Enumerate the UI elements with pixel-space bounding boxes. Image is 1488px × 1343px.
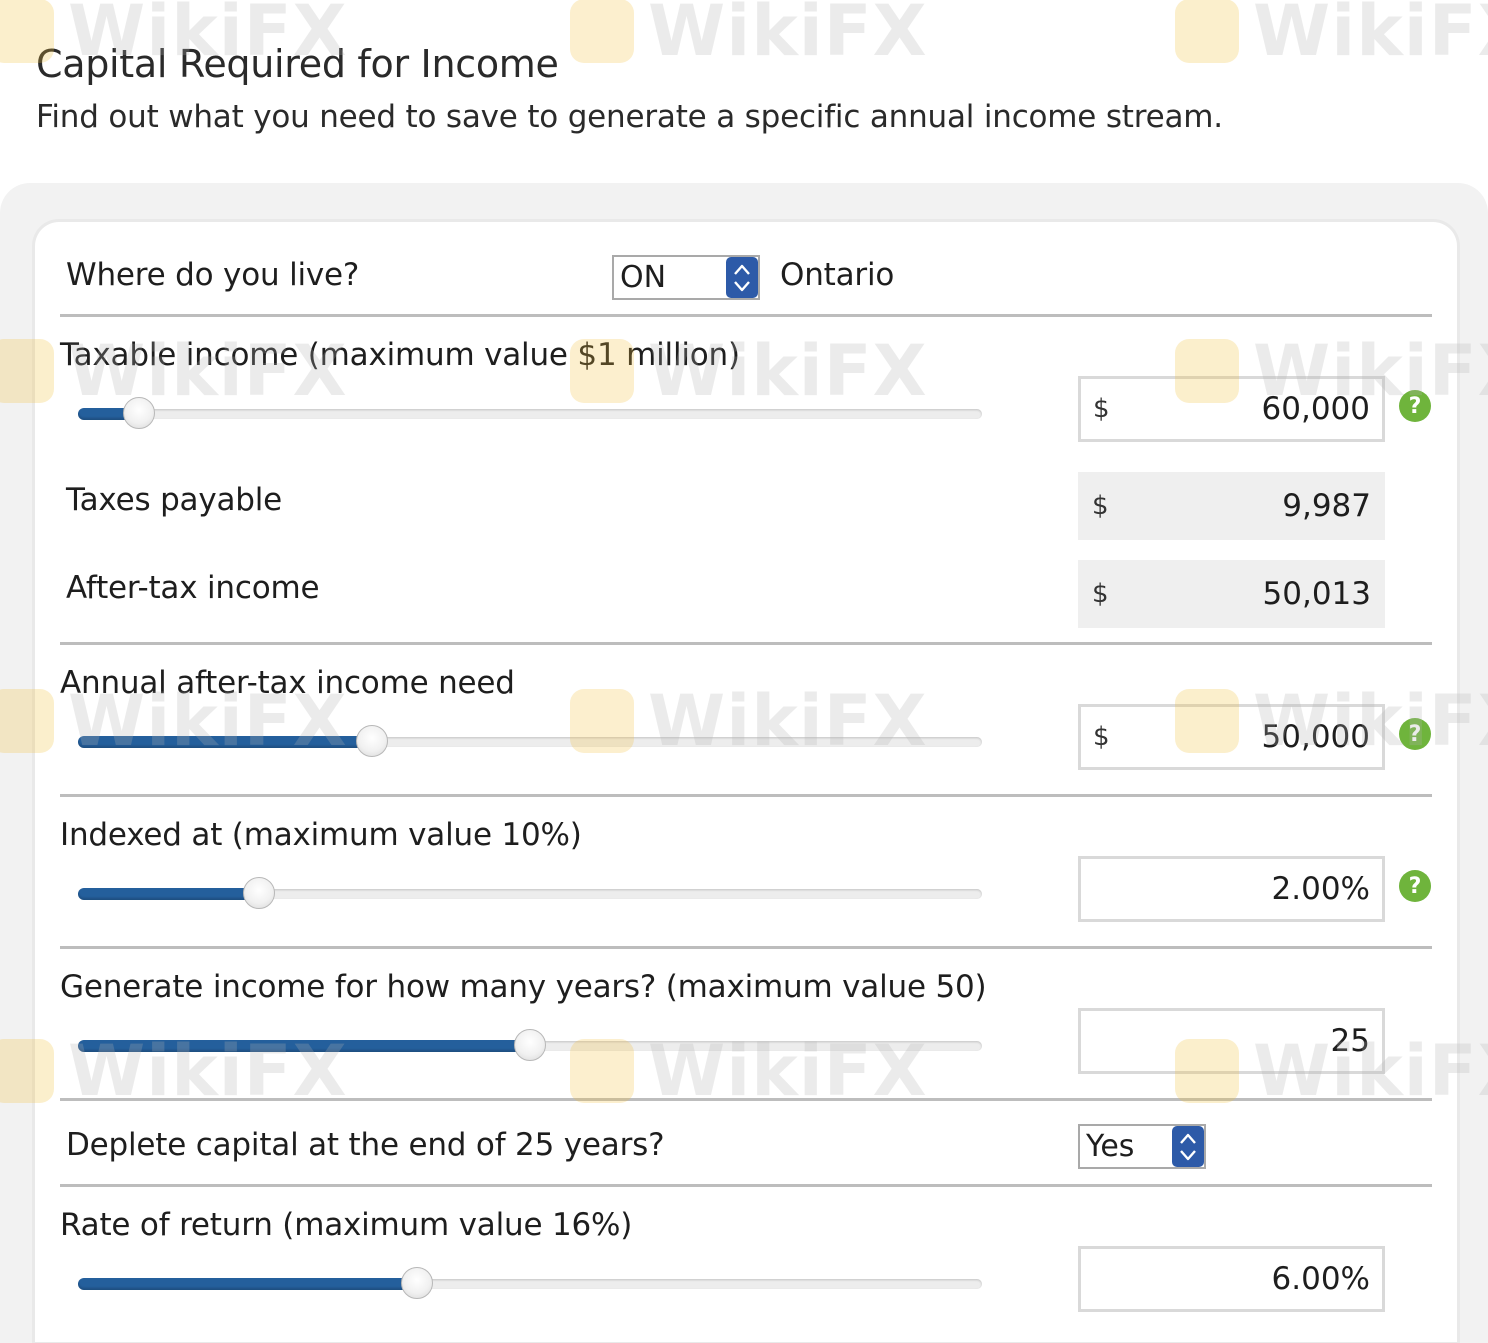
slider-fill [78,1278,417,1290]
help-icon[interactable]: ? [1399,718,1431,750]
slider-track[interactable] [78,1279,982,1289]
divider [60,314,1432,317]
years-slider[interactable] [78,1029,982,1061]
slider-fill [78,736,372,748]
slider-handle[interactable] [401,1267,433,1299]
after-tax-income-label: After-tax income [66,570,320,606]
taxable-income-input[interactable]: $ 60,000 [1078,376,1385,442]
province-select-value: ON [620,260,667,295]
watermark-logo-icon [570,0,634,63]
after-tax-income-output: $ 50,013 [1078,560,1385,628]
rate-of-return-label: Rate of return (maximum value 16%) [60,1207,633,1243]
deplete-select[interactable]: Yes [1078,1124,1206,1169]
deplete-label: Deplete capital at the end of 25 years? [66,1127,665,1163]
divider [60,1098,1432,1101]
indexed-label: Indexed at (maximum value 10%) [60,817,582,853]
slider-track[interactable] [78,889,982,899]
taxable-income-slider[interactable] [78,397,982,429]
income-need-slider[interactable] [78,725,982,757]
watermark-logo-icon [1175,0,1239,63]
currency-symbol: $ [1093,722,1110,752]
years-label: Generate income for how many years? (max… [60,969,987,1005]
currency-symbol: $ [1093,394,1110,424]
watermark: WikiFX [570,0,928,72]
income-need-label: Annual after-tax income need [60,665,515,701]
watermark: WikiFX [1175,0,1488,72]
divider [60,1184,1432,1187]
province-label: Where do you live? [66,257,360,293]
indexed-value: 2.00% [1271,871,1370,907]
select-updown-icon[interactable] [726,257,758,298]
currency-symbol: $ [1092,491,1109,521]
slider-fill [78,1040,530,1052]
divider [60,794,1432,797]
slider-track[interactable] [78,737,982,747]
deplete-select-value: Yes [1086,1129,1135,1164]
page-subtitle: Find out what you need to save to genera… [36,99,1223,135]
help-icon[interactable]: ? [1399,390,1431,422]
income-need-input[interactable]: $ 50,000 [1078,704,1385,770]
indexed-input[interactable]: 2.00% [1078,856,1385,922]
select-updown-icon[interactable] [1172,1126,1204,1167]
help-icon[interactable]: ? [1399,870,1431,902]
slider-handle[interactable] [514,1029,546,1061]
taxes-payable-value: 9,987 [1282,488,1371,524]
taxes-payable-output: $ 9,987 [1078,472,1385,540]
taxable-income-value: 60,000 [1261,391,1370,427]
divider [60,642,1432,645]
divider [60,946,1432,949]
taxes-payable-label: Taxes payable [66,482,283,518]
slider-handle[interactable] [355,725,388,757]
slider-handle[interactable] [122,397,155,429]
years-value: 25 [1330,1023,1370,1059]
income-need-value: 50,000 [1261,719,1370,755]
rate-of-return-input[interactable]: 6.00% [1078,1246,1385,1312]
after-tax-income-value: 50,013 [1262,576,1371,612]
page-title: Capital Required for Income [36,42,559,86]
slider-fill [78,888,259,900]
slider-handle[interactable] [242,877,275,909]
province-select[interactable]: ON [612,255,760,300]
indexed-slider[interactable] [78,877,982,909]
rate-of-return-slider[interactable] [78,1267,982,1299]
taxable-income-label: Taxable income (maximum value $1 million… [60,337,740,373]
years-input[interactable]: 25 [1078,1008,1385,1074]
province-name: Ontario [780,257,895,293]
slider-track[interactable] [78,409,982,419]
currency-symbol: $ [1092,579,1109,609]
rate-of-return-value: 6.00% [1271,1261,1370,1297]
